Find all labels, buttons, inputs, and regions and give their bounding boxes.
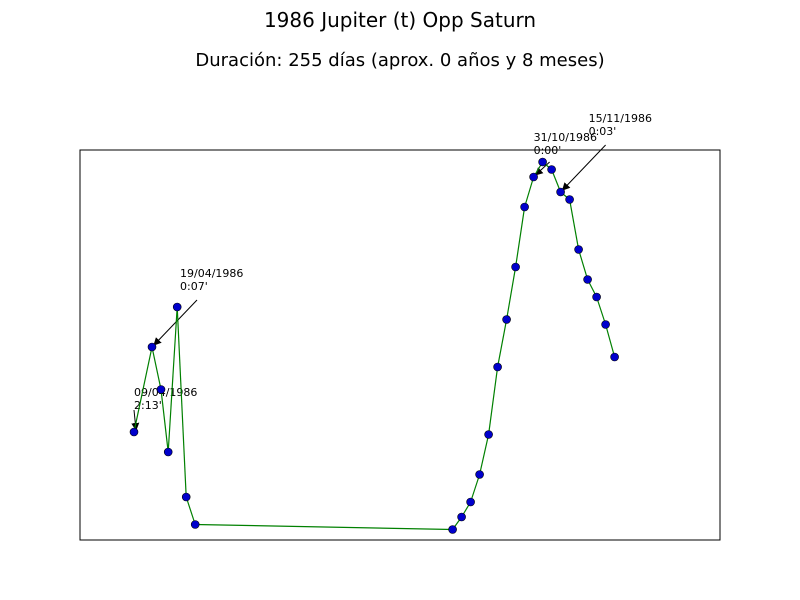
series-line-segment	[160, 389, 169, 453]
data-point	[610, 352, 619, 362]
series-line-segment	[167, 306, 178, 453]
data-point	[448, 525, 457, 534]
annotation-arrow	[561, 144, 606, 191]
annotation-value: 0:03'	[589, 125, 617, 138]
series-line-segment	[151, 346, 162, 390]
markers-layer	[129, 157, 619, 534]
data-point	[547, 165, 556, 174]
annotations-layer: 09/04/19862:13'19/04/19860:07'31/10/1986…	[131, 112, 652, 431]
data-point	[163, 447, 173, 457]
data-point	[466, 497, 475, 507]
series-line-segment	[497, 319, 508, 368]
series-line-segment	[479, 434, 490, 475]
chart-subtitle: Duración: 255 días (aprox. 0 años y 8 me…	[195, 50, 605, 71]
annotation-arrow	[534, 161, 550, 176]
annotation-value: 0:07'	[180, 280, 208, 293]
series-line-segment	[176, 306, 187, 498]
annotation-date: 15/11/1986	[589, 112, 652, 125]
data-point	[190, 520, 200, 529]
data-point	[574, 245, 583, 254]
annotation-arrow	[153, 299, 198, 346]
series-line-segment	[569, 199, 580, 250]
data-point	[484, 430, 493, 439]
data-point	[502, 315, 511, 324]
data-point	[511, 262, 520, 272]
data-point	[457, 512, 466, 522]
data-point	[475, 470, 484, 479]
data-point	[156, 385, 166, 394]
data-point	[129, 427, 139, 437]
data-point	[493, 362, 502, 372]
data-point	[520, 202, 529, 212]
series-line-segment	[578, 249, 589, 280]
annotation-date: 31/10/1986	[534, 131, 597, 144]
series-line-segment	[195, 523, 453, 531]
series-line-segment	[524, 176, 535, 208]
annotation-value: 0:00'	[534, 144, 562, 157]
series-line-segment	[596, 296, 607, 325]
data-point	[147, 342, 157, 352]
chart-title: 1986 Jupiter (t) Opp Saturn	[263, 8, 537, 32]
annotation-date: 19/04/1986	[180, 267, 243, 280]
data-point	[538, 157, 547, 167]
series-line-segment	[185, 496, 196, 525]
series-line-segment	[515, 206, 526, 268]
data-point	[592, 292, 601, 302]
annotation-value: 2:13'	[134, 399, 162, 412]
series-line-segment	[133, 346, 153, 433]
series-line-segment	[506, 266, 517, 320]
series-layer	[133, 161, 616, 531]
data-point	[172, 302, 182, 312]
series-line-segment	[605, 324, 616, 358]
series-line-segment	[470, 474, 481, 503]
data-point	[181, 492, 191, 502]
data-point	[601, 320, 610, 329]
series-line-segment	[488, 366, 499, 435]
data-point	[565, 195, 574, 204]
data-point	[556, 187, 565, 197]
data-point	[583, 275, 592, 284]
plot-area-frame	[79, 149, 721, 541]
data-point	[529, 172, 538, 182]
